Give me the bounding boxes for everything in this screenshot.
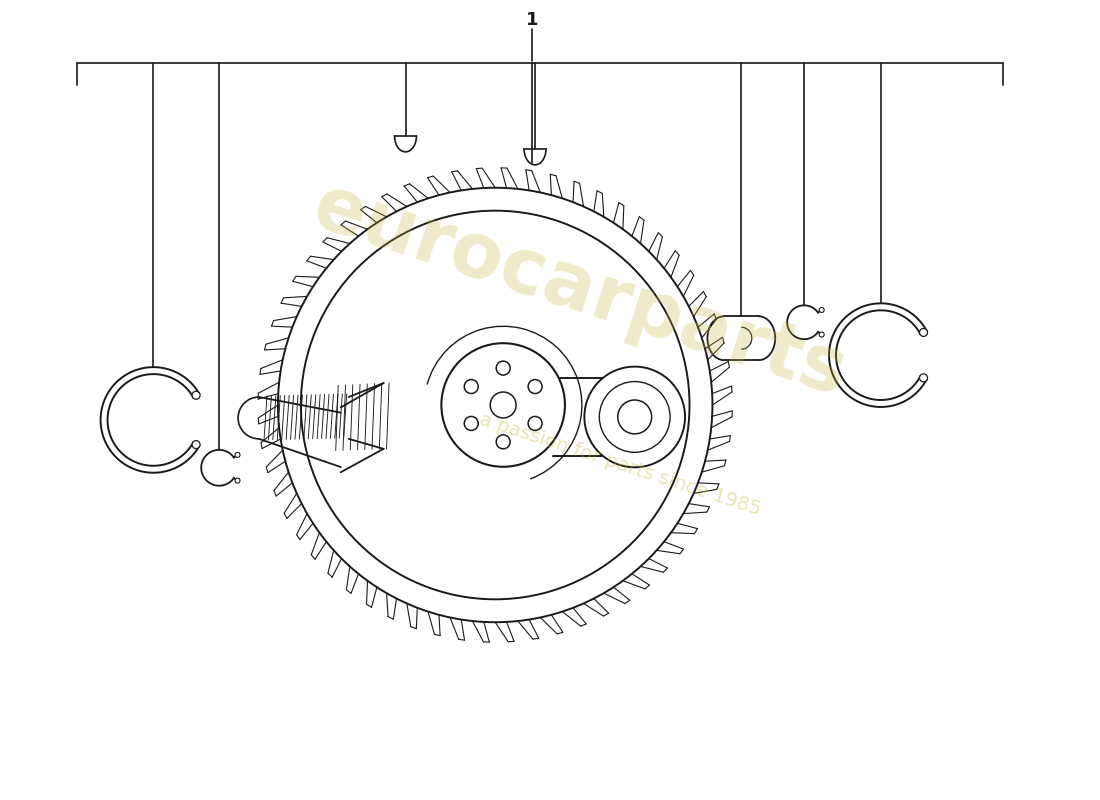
Circle shape xyxy=(464,417,478,430)
Circle shape xyxy=(441,343,565,466)
Circle shape xyxy=(920,374,927,382)
Circle shape xyxy=(820,332,824,337)
Circle shape xyxy=(528,379,542,394)
Text: eurocarparts: eurocarparts xyxy=(304,170,856,411)
Circle shape xyxy=(491,392,516,418)
Circle shape xyxy=(618,400,651,434)
Circle shape xyxy=(278,188,713,622)
Circle shape xyxy=(528,417,542,430)
Circle shape xyxy=(235,453,240,458)
Circle shape xyxy=(235,478,240,483)
Circle shape xyxy=(192,441,200,449)
Circle shape xyxy=(496,435,510,449)
Circle shape xyxy=(820,307,824,313)
Circle shape xyxy=(192,391,200,399)
Circle shape xyxy=(920,329,927,337)
Text: 1: 1 xyxy=(526,11,538,30)
Circle shape xyxy=(301,210,690,599)
Circle shape xyxy=(584,366,685,467)
Circle shape xyxy=(496,361,510,375)
Circle shape xyxy=(464,379,478,394)
Text: a passion for parts since 1985: a passion for parts since 1985 xyxy=(476,410,763,519)
